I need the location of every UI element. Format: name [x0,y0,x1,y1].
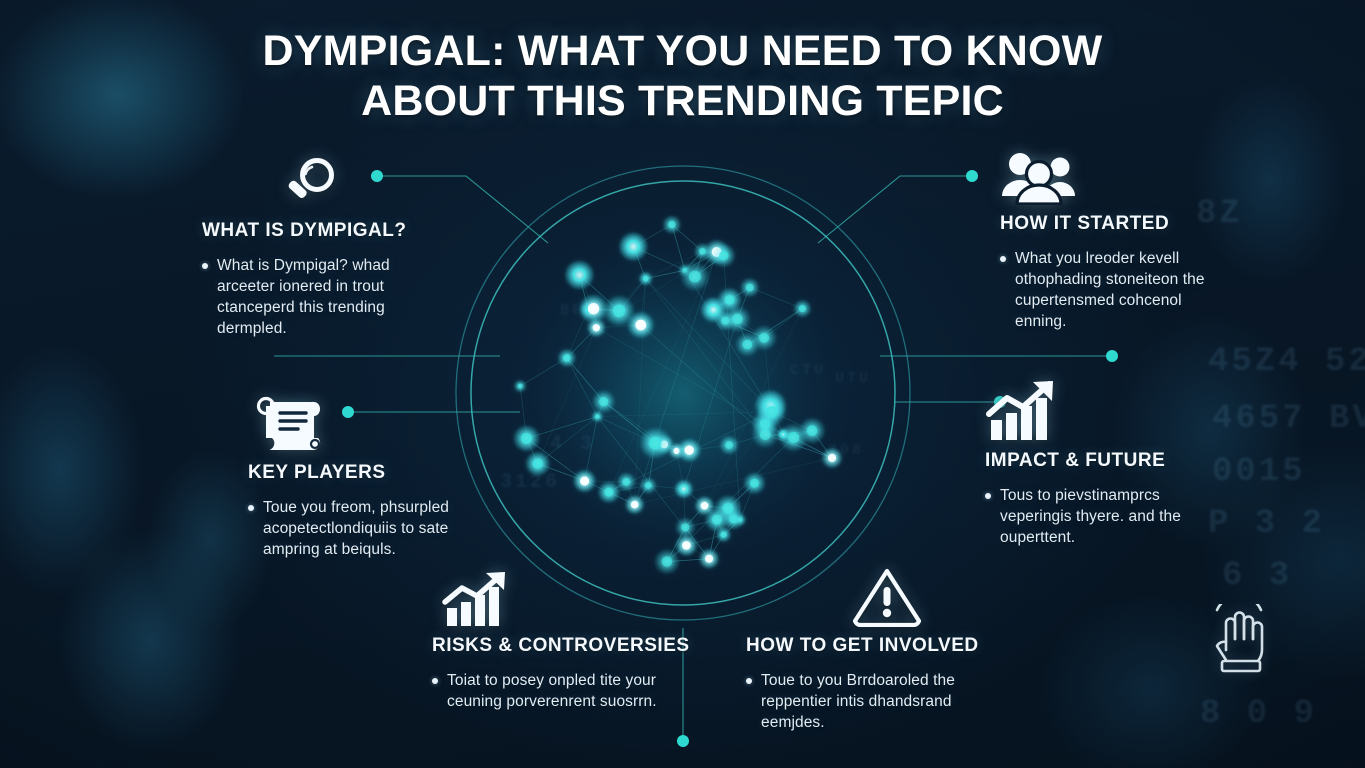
bullet-point [432,678,438,684]
growth-chart-icon-wrap-2 [432,565,664,627]
section-body-text: Toue you freom, phsurpled acopetectlondi… [263,499,450,558]
title-line-1: DYMPIGAL: WHAT YOU NEED TO KNOW [262,27,1103,75]
section-key-players: KEY PLAYERS Toue you freom, phsurpled ac… [248,392,466,560]
growth-chart-icon [986,381,1053,440]
warning-triangle-icon [852,568,922,627]
section-title: RISKS & CONTROVERSIES [432,635,690,656]
network-sphere-graphic [448,158,918,628]
title-line-2: ABOUT THIS TRENDING TEPIC [361,77,1004,125]
people-group-icon-wrap [1000,143,1218,205]
section-title: IMPACT & FUTURE [985,450,1166,471]
section-body-text: Toue to you Brrdoaroled the reppentier i… [761,672,955,731]
people-group-icon [1002,153,1075,205]
bg-digits-4: 0015 [1212,453,1306,491]
magnifier-icon [288,158,334,198]
section-body-text: What you lreoder kevell othophading ston… [1015,250,1205,330]
bullet-point [248,505,254,511]
hand-touch-icon-wrap [1206,604,1272,678]
section-risks-controversies: RISKS & CONTROVERSIES Toiat to posey onp… [432,565,690,712]
section-body-text: What is Dympigal? whad arceeter ionered … [217,257,390,337]
section-how-to-get-involved: HOW TO GET INVOLVED Toue to you Brrdoaro… [746,565,994,733]
bg-digits-5: P 3 2 [1208,505,1326,543]
section-title: KEY PLAYERS [248,462,386,483]
section-what-is-dympigal: WHAT IS DYMPIGAL? What is Dympigal? whad… [202,150,434,339]
section-body-text: Tous to pievstinamprcs veperingis thyere… [1000,487,1181,546]
scroll-document-icon-wrap [248,392,466,454]
bg-digits-2: 45Z4 527 [1208,343,1365,381]
bullet-point [985,493,991,499]
growth-chart-icon-wrap [985,380,1200,442]
magnifier-icon-wrap [202,150,434,212]
section-title: HOW TO GET INVOLVED [746,635,979,656]
connector-dot-involved [677,735,689,747]
scroll-document-icon [256,396,321,451]
bg-digits-7: 8 0 9 [1200,695,1318,733]
bullet-point [202,263,208,269]
hand-touch-icon [1215,604,1264,673]
bullet-point [1000,256,1006,262]
connector-dot-right-mid [1106,350,1118,362]
page-title: DYMPIGAL: WHAT YOU NEED TO KNOW ABOUT TH… [0,26,1365,126]
bg-digits-3: 4657 BVO [1212,400,1365,438]
section-title: HOW IT STARTED [1000,213,1170,234]
bullet-point [746,678,752,684]
section-body-text: Toiat to posey onpled tite your ceuning … [447,672,657,710]
connector-dot-how-started [966,170,978,182]
warning-triangle-icon-wrap [746,565,994,627]
section-impact-future: IMPACT & FUTURE Tous to pievstinamprcs v… [985,380,1200,548]
growth-chart-icon [442,572,505,626]
section-title: WHAT IS DYMPIGAL? [202,220,407,241]
bg-digits-6: 6 3 [1222,557,1293,595]
section-how-it-started: HOW IT STARTED What you lreoder kevell o… [1000,143,1218,332]
